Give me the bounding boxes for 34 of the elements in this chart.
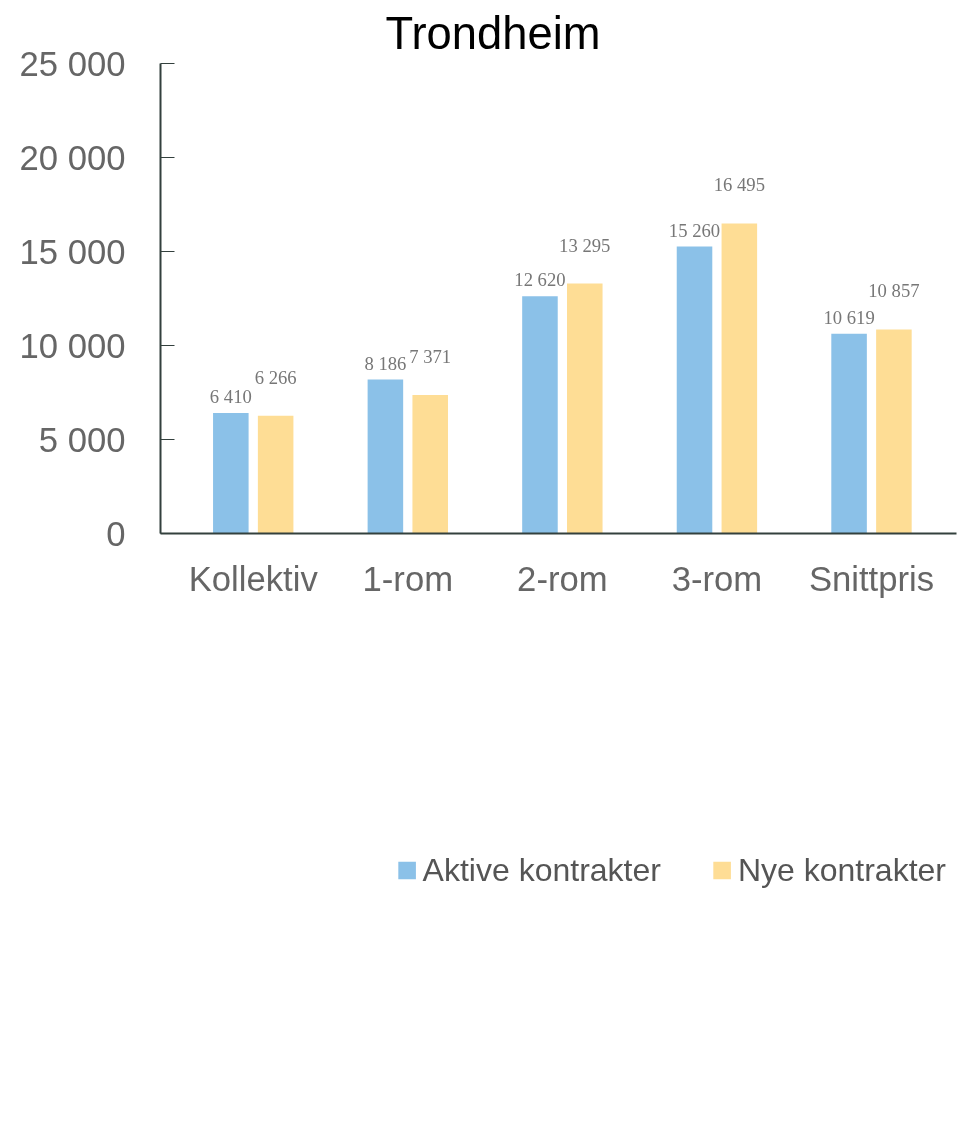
data-label: 6 410 (209, 385, 252, 407)
legend-label: Nye kontrakter (737, 851, 946, 889)
data-label: 10 619 (823, 306, 875, 328)
bar (412, 394, 448, 534)
bar (876, 329, 912, 534)
y-tick-label: 25 000 (19, 44, 126, 83)
y-tick-label: 15 000 (19, 232, 126, 271)
data-label: 15 260 (668, 219, 721, 241)
x-tick-label: Snittpris (808, 559, 935, 598)
bar (522, 296, 558, 534)
y-tick-label: 0 (106, 514, 126, 553)
data-label: 6 266 (254, 366, 297, 388)
chart-title: Trondheim (385, 7, 601, 59)
bar (567, 283, 603, 534)
bar (721, 223, 758, 534)
y-tick-label: 20 000 (19, 138, 126, 177)
data-label: 8 186 (364, 352, 407, 374)
x-tick-label: 2-rom (517, 559, 608, 598)
y-tick-label: 10 000 (19, 326, 126, 365)
x-tick-label: 3-rom (671, 559, 763, 598)
data-label: 12 620 (514, 269, 566, 291)
data-label: 7 371 (409, 345, 452, 367)
x-tick-label: 1-rom (362, 559, 454, 598)
x-tick-label: Kollektiv (188, 559, 319, 598)
bar (257, 415, 294, 534)
bar (831, 333, 867, 534)
data-label: 13 295 (559, 234, 611, 256)
data-label: 16 495 (713, 174, 765, 196)
data-label: 10 857 (868, 280, 920, 302)
bar (367, 379, 404, 534)
y-tick-label: 5 000 (38, 420, 126, 459)
bar (676, 246, 713, 534)
bar (213, 412, 249, 534)
legend-label: Aktive kontrakter (422, 851, 661, 889)
